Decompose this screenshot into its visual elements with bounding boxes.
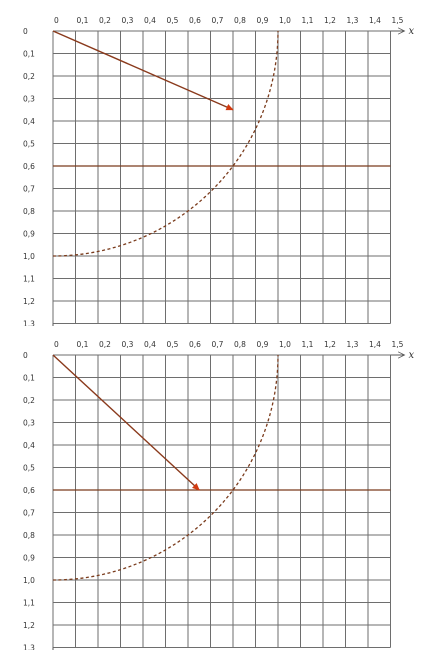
y-tick-label: 0,5 — [23, 464, 35, 473]
y-tick-label: 1,2 — [23, 297, 35, 306]
grid — [52, 30, 391, 324]
y-tick-label: 1,0 — [23, 252, 35, 261]
x-tick-label: 0,5 — [167, 16, 179, 25]
x-tick-label: 1,5 — [392, 16, 404, 25]
x-tick-label: 1,1 — [302, 340, 314, 349]
x-tick-label: 1,2 — [324, 16, 336, 25]
x-tick-label: 0,9 — [257, 16, 269, 25]
y-tick-label: 0,5 — [23, 140, 35, 149]
x-tick-label: 0,7 — [212, 16, 224, 25]
x-axis-label: x — [409, 350, 415, 361]
x-tick-label: 0,4 — [144, 340, 156, 349]
x-tick-label: 1,4 — [369, 340, 381, 349]
dashed-curve — [52, 354, 279, 581]
x-tick-label: 1,3 — [347, 16, 359, 25]
y-tick-label: 0,3 — [23, 95, 35, 104]
y-tick-label: 0,3 — [23, 419, 35, 428]
x-tick-label: 0,9 — [257, 340, 269, 349]
y-tick-label: 1,3 — [23, 644, 35, 650]
y-tick-label: 1,0 — [23, 576, 35, 585]
y-tick-label: 0,7 — [23, 509, 35, 518]
y-tick-label: 0 — [23, 27, 28, 36]
y-tick-label: 0,9 — [23, 230, 35, 239]
x-tick-label: 0,3 — [122, 16, 134, 25]
x-tick-label: 0,8 — [234, 340, 246, 349]
y-tick-label: 0,2 — [23, 72, 35, 81]
y-tick-label: 1,1 — [23, 275, 35, 284]
grid-plot-top: 0 0,1 0,2 0,3 0,4 0,5 0,6 0,7 0,8 0,9 1,0 1,1 1,2 1,3… — [23, 16, 415, 327]
x-tick-label: 0,7 — [212, 340, 224, 349]
x-tick-label: 0,4 — [144, 16, 156, 25]
y-tick-label: 0,4 — [23, 441, 35, 450]
y-tick-label: 0,6 — [23, 162, 35, 171]
y-tick-label: 0 — [23, 351, 28, 360]
x-tick-label: 0,3 — [122, 340, 134, 349]
direction-arrow — [52, 30, 234, 111]
x-axis-label: x — [409, 26, 415, 37]
x-tick-label: 1,3 — [347, 340, 359, 349]
grid-plot-bottom: 0 0,1 0,2 0,3 0,4 0,5 0,6 0,7 0,8 0,9 1,0 1,1 1,2 1,3… — [23, 340, 415, 650]
y-tick-label: 0,4 — [23, 117, 35, 126]
x-tick-label: 0,1 — [77, 16, 89, 25]
y-tick-label: 0,9 — [23, 554, 35, 563]
y-tick-label: 0,7 — [23, 185, 35, 194]
y-tick-label: 1,1 — [23, 599, 35, 608]
x-tick-label: 1,0 — [279, 340, 291, 349]
x-tick-label: 0,6 — [189, 340, 201, 349]
y-tick-label: 0,6 — [23, 486, 35, 495]
y-tick-label: 0,2 — [23, 396, 35, 405]
grid — [52, 354, 391, 648]
x-tick-label: 0,6 — [189, 16, 201, 25]
y-tick-label: 0,1 — [23, 50, 35, 59]
y-tick-label: 1,2 — [23, 621, 35, 630]
x-tick-label: 0,2 — [99, 16, 111, 25]
y-tick-label: 0,8 — [23, 531, 35, 540]
y-tick-label: 0,1 — [23, 374, 35, 383]
dashed-curve — [52, 30, 279, 257]
x-tick-label: 0 — [54, 340, 59, 349]
x-tick-label: 0,5 — [167, 340, 179, 349]
x-tick-label: 1,1 — [302, 16, 314, 25]
x-tick-label: 1,2 — [324, 340, 336, 349]
x-tick-label: 0 — [54, 16, 59, 25]
y-tick-label: 0,8 — [23, 207, 35, 216]
x-tick-label: 0,8 — [234, 16, 246, 25]
y-tick-label: 1,3 — [23, 320, 35, 327]
coordinate-diagram-top: 0 0,1 0,2 0,3 0,4 0,5 0,6 0,7 0,8 0,9 1,0 1,1 1,2 1,3… — [0, 4, 424, 326]
direction-arrow — [52, 354, 200, 491]
x-tick-label: 0,1 — [77, 340, 89, 349]
x-tick-label: 1,5 — [392, 340, 404, 349]
x-tick-label: 0,2 — [99, 340, 111, 349]
x-tick-label: 1,4 — [369, 16, 381, 25]
coordinate-diagram-bottom: 0 0,1 0,2 0,3 0,4 0,5 0,6 0,7 0,8 0,9 1,0 1,1 1,2 1,3… — [0, 328, 424, 650]
x-tick-label: 1,0 — [279, 16, 291, 25]
